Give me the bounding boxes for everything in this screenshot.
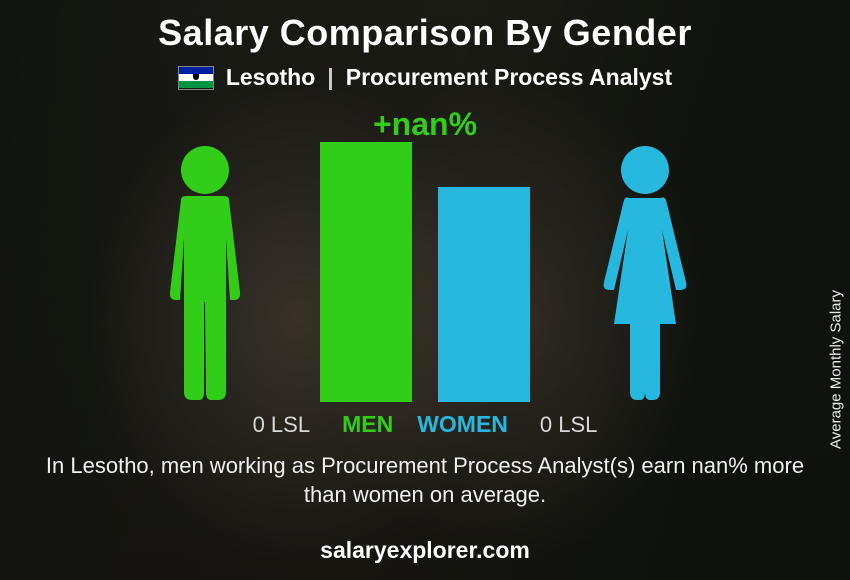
percent-difference-label: +nan% <box>373 106 477 143</box>
footer-source: salaryexplorer.com <box>0 537 850 564</box>
lesotho-flag-icon <box>178 66 214 90</box>
women-category-label: WOMEN <box>417 411 508 438</box>
men-value-label: 0 LSL <box>253 412 311 438</box>
bar-group <box>320 142 530 402</box>
women-value-label: 0 LSL <box>540 412 598 438</box>
page-title: Salary Comparison By Gender <box>0 0 850 54</box>
job-title-label: Procurement Process Analyst <box>346 64 672 91</box>
men-category-label: MEN <box>342 411 393 438</box>
infographic-content: Salary Comparison By Gender Lesotho | Pr… <box>0 0 850 580</box>
country-label: Lesotho <box>226 64 315 91</box>
separator: | <box>327 64 333 91</box>
female-figure-icon <box>580 142 710 402</box>
bar-labels-row: 0 LSL MEN WOMEN 0 LSL <box>0 411 850 438</box>
male-figure-icon <box>140 142 270 402</box>
chart-area: +nan% 0 LSL MEN WOMEN <box>0 100 850 440</box>
y-axis-label: Average Monthly Salary <box>828 290 845 449</box>
subtitle-row: Lesotho | Procurement Process Analyst <box>0 64 850 91</box>
summary-text: In Lesotho, men working as Procurement P… <box>40 451 810 510</box>
bar-women <box>438 187 530 402</box>
bar-men <box>320 142 412 402</box>
